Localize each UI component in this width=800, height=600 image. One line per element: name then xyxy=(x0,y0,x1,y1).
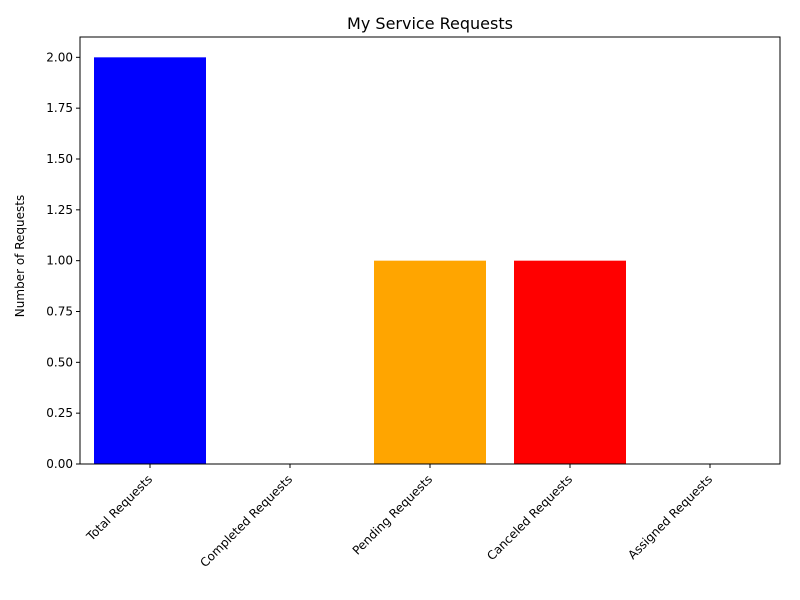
y-tick-label-4: 1.00 xyxy=(46,254,73,268)
x-tick-label-0: Total Requests xyxy=(83,472,155,544)
y-axis-label: Number of Requests xyxy=(13,195,27,317)
bar-2 xyxy=(374,260,486,464)
y-tick-label-0: 0.00 xyxy=(46,457,73,471)
y-axis: 0.00 0.25 0.50 0.75 1.00 1.25 1.50 1.75 2.00 xyxy=(46,50,80,471)
x-tick-label-1: Completed Requests xyxy=(197,472,295,570)
chart-title: My Service Requests xyxy=(347,14,513,33)
bar-0 xyxy=(94,57,206,464)
bars-layer xyxy=(94,57,626,464)
y-tick-label-6: 1.50 xyxy=(46,152,73,166)
y-tick-label-1: 0.25 xyxy=(46,406,73,420)
y-tick-label-3: 0.75 xyxy=(46,305,73,319)
x-tick-label-2: Pending Requests xyxy=(350,472,435,557)
plot-frame xyxy=(79,36,781,465)
y-tick-label-5: 1.25 xyxy=(46,203,73,217)
y-tick-label-2: 0.50 xyxy=(46,355,73,369)
x-tick-label-3: Canceled Requests xyxy=(484,472,575,563)
y-tick-label-7: 1.75 xyxy=(46,101,73,115)
x-tick-label-4: Assigned Requests xyxy=(625,472,715,562)
bar-3 xyxy=(514,260,626,464)
y-tick-label-8: 2.00 xyxy=(46,50,73,64)
x-axis: Total Requests Completed Requests Pending … xyxy=(83,464,715,570)
